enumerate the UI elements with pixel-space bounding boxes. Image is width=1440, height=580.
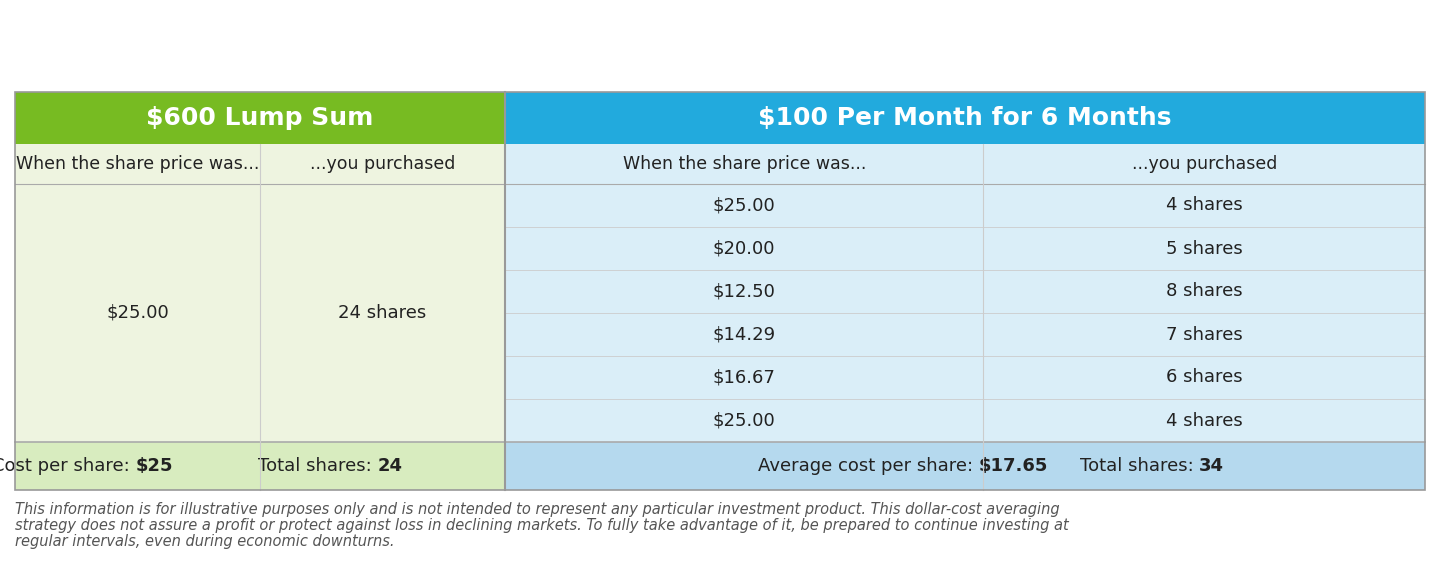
- Text: 24: 24: [377, 457, 403, 475]
- Text: 4 shares: 4 shares: [1166, 197, 1243, 215]
- Text: $600 Lump Sum: $600 Lump Sum: [147, 106, 374, 130]
- Text: $12.50: $12.50: [713, 282, 776, 300]
- Text: Cost per share:: Cost per share:: [0, 457, 135, 475]
- Text: 5 shares: 5 shares: [1166, 240, 1243, 258]
- Text: ...you purchased: ...you purchased: [1132, 155, 1277, 173]
- Text: 24 shares: 24 shares: [338, 304, 426, 322]
- Text: 34: 34: [1200, 457, 1224, 475]
- Text: 4 shares: 4 shares: [1166, 411, 1243, 430]
- Text: $14.29: $14.29: [713, 325, 776, 343]
- Text: When the share price was...: When the share price was...: [622, 155, 865, 173]
- Text: 7 shares: 7 shares: [1166, 325, 1243, 343]
- Bar: [505, 92, 1426, 144]
- Text: $25: $25: [135, 457, 173, 475]
- Bar: [505, 144, 1426, 490]
- Text: $20.00: $20.00: [713, 240, 776, 258]
- Bar: [14, 144, 505, 490]
- Text: Average cost per share:: Average cost per share:: [757, 457, 978, 475]
- Text: Total shares:: Total shares:: [1080, 457, 1200, 475]
- Text: $25.00: $25.00: [713, 197, 776, 215]
- Text: This information is for illustrative purposes only and is not intended to repres: This information is for illustrative pur…: [14, 502, 1060, 517]
- Text: ...you purchased: ...you purchased: [310, 155, 455, 173]
- Text: $100 Per Month for 6 Months: $100 Per Month for 6 Months: [759, 106, 1172, 130]
- Bar: [505, 442, 1426, 490]
- Text: Total shares:: Total shares:: [258, 457, 377, 475]
- Bar: [14, 92, 505, 144]
- Text: 8 shares: 8 shares: [1166, 282, 1243, 300]
- Text: regular intervals, even during economic downturns.: regular intervals, even during economic …: [14, 534, 395, 549]
- Text: $25.00: $25.00: [713, 411, 776, 430]
- Bar: [14, 92, 1426, 490]
- Text: $16.67: $16.67: [713, 368, 776, 386]
- Bar: [14, 442, 505, 490]
- Text: $17.65: $17.65: [978, 457, 1048, 475]
- Text: strategy does not assure a profit or protect against loss in declining markets. : strategy does not assure a profit or pro…: [14, 518, 1068, 533]
- Text: When the share price was...: When the share price was...: [16, 155, 259, 173]
- Text: $25.00: $25.00: [107, 304, 168, 322]
- Text: 6 shares: 6 shares: [1166, 368, 1243, 386]
